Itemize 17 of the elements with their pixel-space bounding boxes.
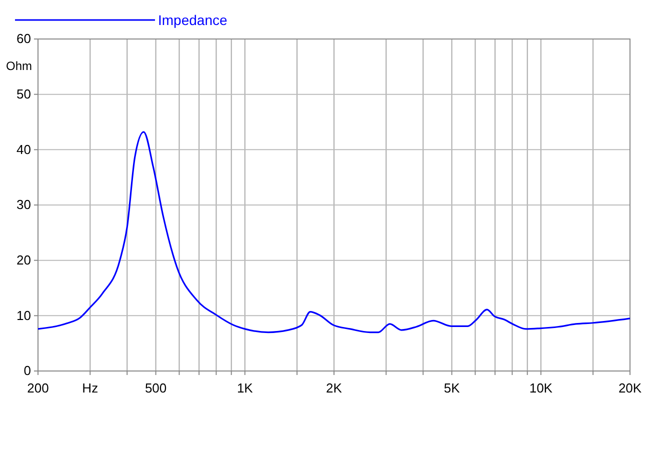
x-tick-label: 2K	[326, 380, 342, 396]
y-tick-label: 50	[16, 86, 31, 102]
y-axis-title: Ohm	[6, 59, 32, 73]
y-tick-label: 40	[16, 142, 31, 157]
y-tick-label: 20	[16, 252, 31, 268]
x-tick-label: 200	[27, 380, 49, 396]
y-tick-label: 10	[16, 308, 31, 323]
x-tick-label: 500	[144, 380, 167, 396]
y-tick-label: 0	[24, 363, 31, 378]
y-tick-label: 30	[16, 197, 31, 212]
x-tick-label: Hz	[82, 380, 98, 396]
x-tick-label: 10K	[529, 380, 553, 396]
x-tick-label: 5K	[444, 380, 460, 396]
y-tick-label: 60	[16, 31, 31, 46]
x-tick-label: 20K	[618, 380, 642, 396]
x-tick-label: 1K	[236, 380, 254, 396]
text: Impedance	[158, 12, 228, 28]
